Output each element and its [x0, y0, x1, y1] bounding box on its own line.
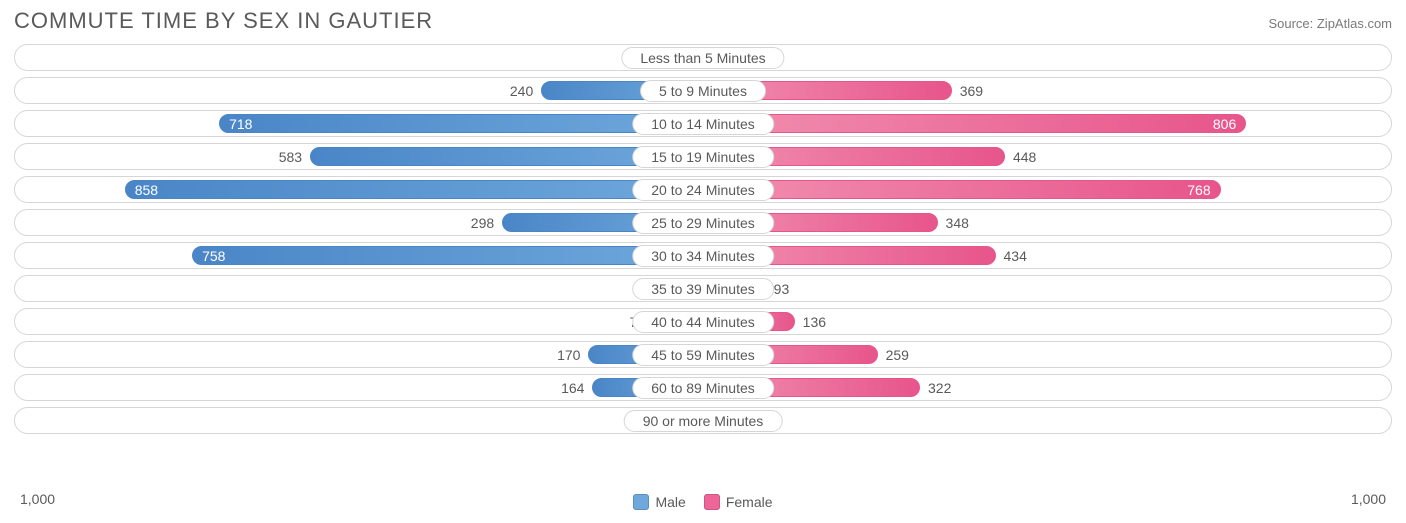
legend-female: Female: [704, 494, 773, 510]
legend-male: Male: [633, 494, 685, 510]
category-label: 60 to 89 Minutes: [632, 377, 774, 399]
chart-row: 45 to 59 Minutes 170 259: [14, 341, 1392, 368]
female-value: 136: [803, 314, 826, 330]
chart-row: 20 to 24 Minutes 858 768: [14, 176, 1392, 203]
chart-row: 25 to 29 Minutes 298 348: [14, 209, 1392, 236]
category-label: 90 or more Minutes: [624, 410, 783, 432]
chart-body: Less than 5 Minutes130 5 to 9 Minutes 240 3…: [14, 44, 1392, 485]
chart-row: Less than 5 Minutes130: [14, 44, 1392, 71]
female-value: 768: [1187, 182, 1210, 198]
legend-male-swatch: [633, 494, 649, 510]
female-value: 259: [886, 347, 909, 363]
male-value: 583: [279, 149, 302, 165]
axis-label-right: 1,000: [1351, 491, 1386, 507]
male-value: 240: [510, 83, 533, 99]
category-label: Less than 5 Minutes: [621, 47, 784, 69]
chart-row: 60 to 89 Minutes 164 322: [14, 374, 1392, 401]
category-label: 5 to 9 Minutes: [640, 80, 766, 102]
male-bar: [219, 114, 703, 133]
male-value: 298: [471, 215, 494, 231]
female-value: 434: [1004, 248, 1027, 264]
chart-row: 35 to 39 Minutes6493: [14, 275, 1392, 302]
female-bar: [703, 114, 1246, 133]
female-value: 322: [928, 380, 951, 396]
category-label: 40 to 44 Minutes: [632, 311, 774, 333]
chart-title: COMMUTE TIME BY SEX IN GAUTIER: [14, 8, 433, 34]
female-value: 369: [960, 83, 983, 99]
category-label: 25 to 29 Minutes: [632, 212, 774, 234]
female-value: 448: [1013, 149, 1036, 165]
chart-header: COMMUTE TIME BY SEX IN GAUTIER Source: Z…: [14, 8, 1392, 34]
chart-row: 10 to 14 Minutes 718 806: [14, 110, 1392, 137]
legend-female-label: Female: [726, 494, 773, 510]
category-label: 35 to 39 Minutes: [632, 278, 774, 300]
chart-row: 15 to 19 Minutes 583 448: [14, 143, 1392, 170]
axis-label-left: 1,000: [20, 491, 55, 507]
chart-source: Source: ZipAtlas.com: [1268, 16, 1392, 31]
category-label: 15 to 19 Minutes: [632, 146, 774, 168]
chart-row: 90 or more Minutes4523: [14, 407, 1392, 434]
legend-female-swatch: [704, 494, 720, 510]
female-bar: [703, 180, 1221, 199]
male-value: 758: [202, 248, 225, 264]
female-value: 806: [1213, 116, 1236, 132]
category-label: 45 to 59 Minutes: [632, 344, 774, 366]
male-bar: [192, 246, 703, 265]
male-bar: [125, 180, 703, 199]
male-value: 170: [557, 347, 580, 363]
chart-footer: 1,000 Male Female 1,000: [14, 491, 1392, 513]
category-label: 20 to 24 Minutes: [632, 179, 774, 201]
female-value: 348: [946, 215, 969, 231]
male-value: 164: [561, 380, 584, 396]
chart-row: 5 to 9 Minutes 240 369: [14, 77, 1392, 104]
female-value: 93: [774, 281, 790, 297]
male-value: 718: [229, 116, 252, 132]
category-label: 10 to 14 Minutes: [632, 113, 774, 135]
male-value: 858: [135, 182, 158, 198]
legend-male-label: Male: [655, 494, 685, 510]
chart-row: 30 to 34 Minutes 758 434: [14, 242, 1392, 269]
category-label: 30 to 34 Minutes: [632, 245, 774, 267]
chart-row: 40 to 44 Minutes74136: [14, 308, 1392, 335]
